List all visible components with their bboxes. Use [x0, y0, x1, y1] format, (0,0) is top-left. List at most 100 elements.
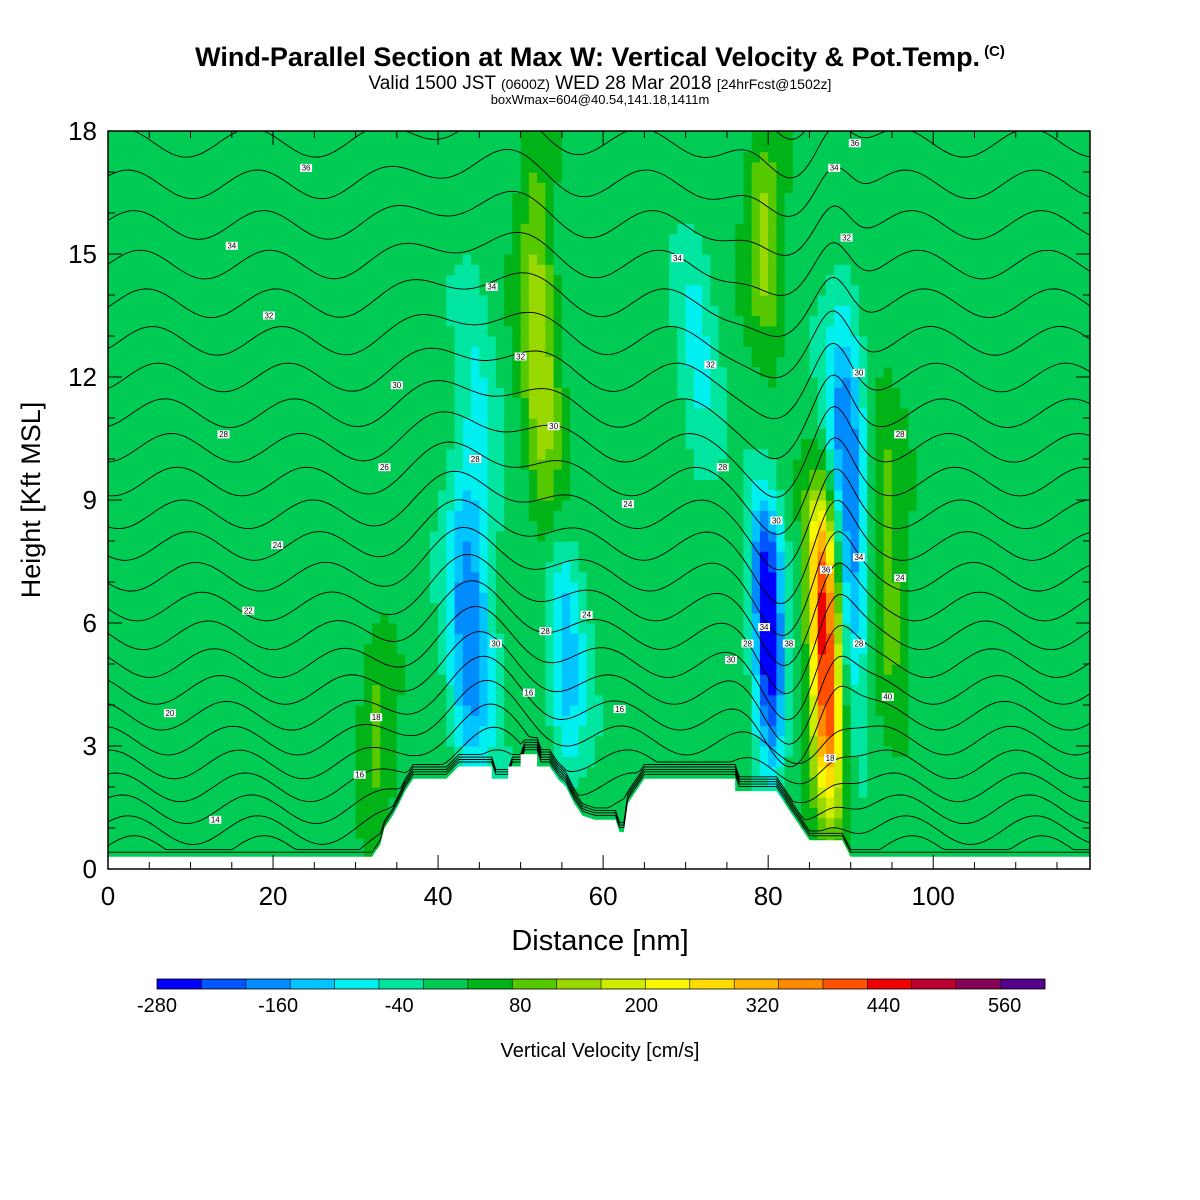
velocity-cell [380, 438, 390, 450]
velocity-cell [108, 623, 117, 634]
velocity-cell [165, 561, 175, 573]
velocity-cell [644, 489, 654, 501]
velocity-cell [454, 684, 464, 696]
velocity-cell [132, 828, 142, 839]
velocity-cell [603, 459, 612, 470]
velocity-cell [223, 377, 233, 388]
velocity-cell [611, 582, 621, 593]
velocity-cell [636, 202, 645, 214]
velocity-cell [438, 582, 447, 593]
velocity-cell [594, 797, 604, 809]
velocity-cell [652, 510, 662, 522]
velocity-cell [413, 551, 423, 563]
velocity-cell [116, 438, 126, 450]
velocity-cell [421, 510, 431, 522]
velocity-cell [388, 397, 398, 409]
velocity-cell [231, 418, 241, 429]
velocity-cell [132, 694, 142, 706]
velocity-cell [660, 664, 670, 675]
velocity-cell [660, 346, 670, 358]
velocity-cell [116, 848, 126, 860]
velocity-cell [603, 489, 612, 501]
velocity-cell [636, 530, 645, 542]
velocity-cell [297, 582, 307, 593]
velocity-cell [578, 684, 588, 696]
velocity-cell [644, 223, 654, 235]
velocity-cell [165, 766, 175, 778]
velocity-cell [421, 428, 431, 440]
velocity-cell [363, 705, 373, 716]
velocity-cell [578, 192, 588, 204]
velocity-cell [223, 694, 233, 706]
velocity-cell [132, 807, 142, 819]
velocity-cell [627, 561, 637, 573]
velocity-cell [108, 479, 117, 491]
velocity-cell [132, 746, 142, 757]
velocity-cell [652, 418, 662, 429]
velocity-cell [223, 397, 233, 409]
velocity-cell [537, 510, 546, 522]
velocity-cell [306, 336, 315, 347]
velocity-cell [223, 623, 233, 634]
velocity-cell [619, 295, 629, 306]
velocity-cell [190, 571, 200, 583]
velocity-cell [347, 233, 357, 245]
velocity-cell [545, 664, 555, 675]
velocity-cell [248, 387, 258, 399]
velocity-cell [306, 787, 315, 798]
velocity-cell [256, 848, 266, 860]
velocity-cell [132, 848, 142, 860]
velocity-cell [339, 746, 348, 757]
velocity-cell [190, 664, 200, 675]
velocity-cell [413, 407, 423, 419]
velocity-cell [141, 756, 150, 768]
velocity-cell [116, 653, 126, 665]
velocity-cell [561, 172, 571, 183]
velocity-cell [190, 828, 200, 839]
velocity-cell [636, 233, 645, 245]
velocity-cell [198, 397, 208, 409]
velocity-cell [471, 356, 480, 368]
velocity-cell [669, 377, 678, 388]
velocity-cell [561, 151, 571, 163]
velocity-cell [677, 694, 687, 706]
velocity-cell [207, 664, 216, 675]
velocity-cell [108, 305, 117, 317]
velocity-cell [190, 838, 200, 850]
velocity-cell [363, 561, 373, 573]
velocity-cell [512, 735, 522, 747]
velocity-cell [149, 459, 159, 470]
velocity-cell [306, 653, 315, 665]
velocity-cell [306, 182, 315, 194]
velocity-cell [207, 356, 216, 368]
velocity-cell [380, 325, 390, 337]
velocity-cell [207, 182, 216, 194]
velocity-cell [462, 694, 472, 706]
velocity-cell [669, 264, 678, 276]
velocity-cell [174, 366, 183, 378]
velocity-cell [405, 295, 414, 306]
velocity-cell [273, 715, 282, 727]
velocity-cell [611, 305, 621, 317]
velocity-cell [471, 182, 480, 194]
velocity-cell [124, 131, 134, 142]
velocity-cell [347, 284, 357, 296]
velocity-cell [248, 418, 258, 429]
velocity-cell [570, 182, 579, 194]
velocity-cell [240, 336, 249, 347]
velocity-cell [462, 612, 472, 624]
velocity-cell [264, 746, 274, 757]
velocity-cell [504, 428, 513, 440]
velocity-cell [504, 223, 513, 235]
velocity-cell [462, 387, 472, 399]
velocity-cell [355, 264, 365, 276]
velocity-cell [339, 213, 348, 224]
velocity-cell [339, 592, 348, 604]
velocity-cell [438, 459, 447, 470]
velocity-cell [248, 530, 258, 542]
velocity-cell [223, 151, 233, 163]
velocity-cell [256, 838, 266, 850]
velocity-cell [504, 254, 513, 265]
velocity-cell [339, 828, 348, 839]
velocity-cell [660, 377, 670, 388]
